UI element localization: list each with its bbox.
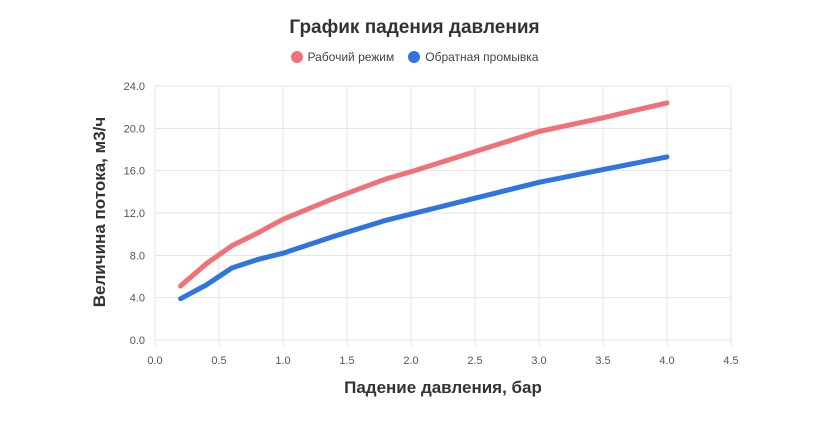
x-tick-label-8: 4.0 [659, 355, 674, 367]
tick-labels: 0.0 0.5 1.0 1.5 2.0 2.5 3.0 3.5 4.0 4.5 0.0 4.0 8.0 1… [124, 81, 739, 367]
y-tick-label-6: 24.0 [124, 81, 145, 93]
y-tick-label-0: 0.0 [130, 335, 145, 347]
x-tick-label-9: 4.5 [723, 355, 738, 367]
series-line-1 [178, 154, 670, 302]
x-tick-label-4: 2.0 [403, 355, 418, 367]
y-tick-label-3: 12.0 [124, 208, 145, 220]
grid [154, 85, 732, 346]
legend: Рабочий режим Обратная промывка [0, 50, 829, 64]
legend-marker-working-mode [290, 51, 303, 63]
x-tick-label-3: 1.5 [339, 355, 354, 367]
legend-item-working-mode[interactable]: Рабочий режим [290, 50, 395, 64]
x-tick-label-6: 3.0 [531, 355, 546, 367]
y-tick-label-1: 4.0 [130, 293, 145, 305]
x-tick-label-5: 2.5 [467, 355, 482, 367]
legend-marker-backwash [408, 51, 421, 63]
legend-item-backwash[interactable]: Обратная промывка [408, 50, 538, 64]
x-tick-label-7: 3.5 [595, 355, 610, 367]
series-line-0 [178, 100, 670, 289]
y-tick-label-2: 8.0 [130, 250, 145, 262]
x-tick-label-1: 0.5 [211, 355, 226, 367]
x-tick-label-2: 1.0 [275, 355, 290, 367]
series-lines [178, 100, 670, 302]
x-axis-title: Падение давления, бар [344, 378, 542, 397]
legend-label-backwash: Обратная промывка [425, 50, 539, 64]
y-axis-title: Величина потока, м3/ч [90, 117, 109, 308]
legend-label-working-mode: Рабочий режим [307, 50, 395, 64]
chart-title: График падения давления [289, 17, 540, 38]
y-tick-label-5: 20.0 [124, 123, 145, 135]
x-tick-label-0: 0.0 [147, 355, 162, 367]
y-tick-label-4: 16.0 [124, 166, 145, 178]
